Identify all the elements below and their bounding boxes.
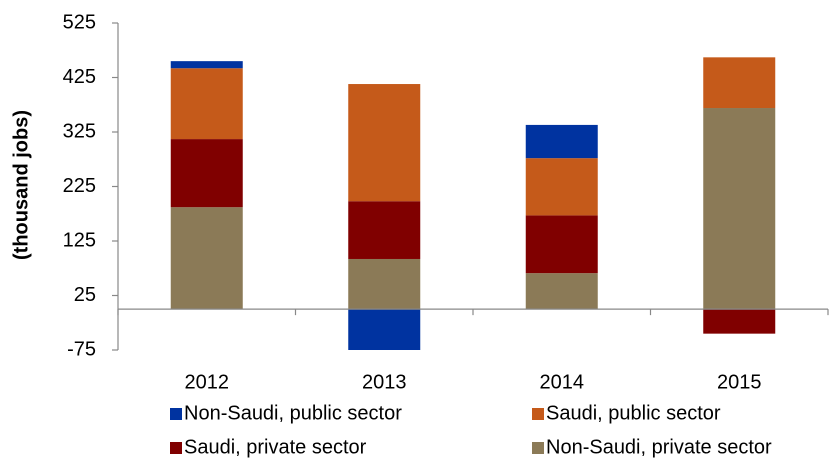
bar-segment: [703, 108, 776, 310]
bar-segment: [525, 215, 598, 274]
bar-segment: [703, 309, 776, 334]
bar-segment: [703, 57, 776, 109]
legend-swatch: [532, 408, 544, 420]
bar-segment: [348, 201, 421, 259]
bar-segment: [348, 84, 421, 202]
x-tick-label: 2012: [185, 371, 230, 393]
x-tick-label: 2013: [362, 371, 407, 393]
y-tick-label: -75: [67, 338, 96, 360]
legend-label: Non-Saudi, private sector: [546, 436, 772, 458]
y-axis-label: (thousand jobs): [10, 110, 32, 260]
bar-segment: [170, 139, 243, 208]
bar-segment: [525, 273, 598, 310]
legend-swatch: [170, 442, 182, 454]
y-tick-label: 25: [74, 284, 96, 306]
y-tick-label: 425: [63, 66, 96, 88]
bar-segment: [170, 207, 243, 310]
x-tick-label: 2015: [717, 371, 762, 393]
legend-label: Saudi, private sector: [184, 436, 367, 458]
bar-segment: [170, 61, 243, 69]
legend-label: Non-Saudi, public sector: [184, 402, 402, 424]
bar-segment: [170, 68, 243, 140]
legend-swatch: [170, 408, 182, 420]
legend-swatch: [532, 442, 544, 454]
bar-segment: [525, 124, 598, 159]
legend-label: Saudi, public sector: [546, 402, 721, 424]
y-tick-label: 225: [63, 175, 96, 197]
bar-segment: [348, 258, 421, 310]
y-tick-label: 125: [63, 229, 96, 251]
bar-segment: [348, 309, 421, 350]
x-tick-label: 2014: [540, 371, 585, 393]
y-tick-label: 525: [63, 11, 96, 33]
y-tick-label: 325: [63, 120, 96, 142]
bar-segment: [525, 158, 598, 216]
